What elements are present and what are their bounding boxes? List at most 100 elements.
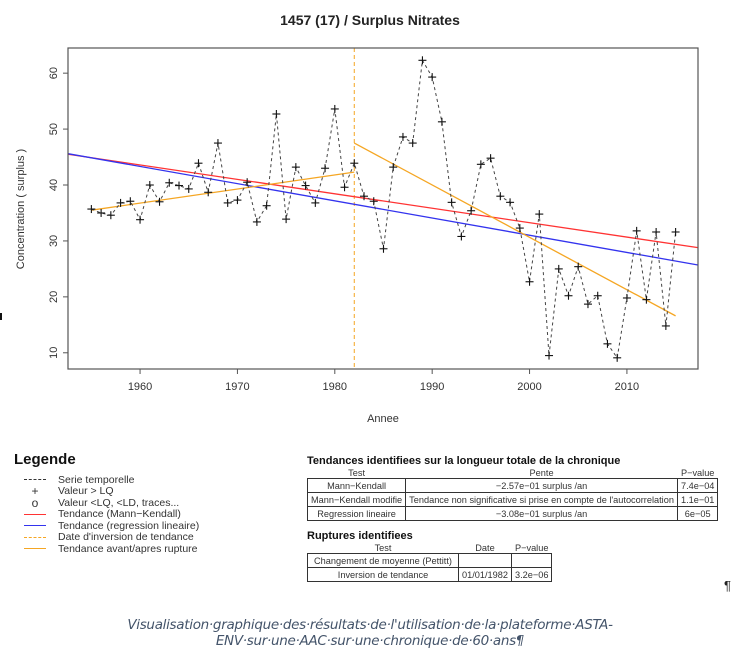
table-cell: −3.08e−01 surplus /an [405, 506, 678, 521]
legend-label: Tendance (regression lineaire) [58, 519, 200, 532]
y-tick-label: 50 [48, 123, 60, 135]
data-point [496, 192, 505, 201]
data-point [252, 217, 261, 226]
ruptures-block: Ruptures identifiees Test Date P−value C… [307, 530, 553, 582]
data-point [321, 164, 330, 173]
y-tick-label: 60 [48, 67, 60, 79]
data-point [87, 205, 96, 214]
table-row: Changement de moyenne (Pettitt) [307, 553, 553, 568]
data-point [535, 210, 544, 219]
table-cell: 3.2e−06 [510, 567, 553, 582]
data-point [194, 159, 203, 168]
legend-line-icon [22, 509, 48, 520]
table-row: Mann−Kendall −2.57e−01 surplus /an 7.4e−… [306, 478, 719, 493]
legend-item: o Valeur <LQ, <LD, traces... [14, 495, 199, 510]
data-point [476, 160, 485, 169]
legend-label: Valeur <LQ, <LD, traces... [58, 496, 180, 509]
data-point [554, 264, 563, 273]
ruptures-table-title: Ruptures identifiees [307, 530, 413, 542]
ruptures-table: Test Date P−value Changement de moyenne … [307, 542, 553, 582]
data-point [213, 139, 222, 148]
data-point [116, 198, 125, 207]
data-point [652, 227, 661, 236]
data-point [632, 226, 641, 235]
data-point [583, 300, 592, 309]
data-point [671, 227, 680, 236]
data-point [603, 339, 612, 348]
data-point [398, 132, 407, 141]
table-cell: 7.4e−04 [676, 478, 719, 493]
y-tick-label: 10 [48, 347, 60, 359]
data-point [155, 197, 164, 206]
legend-dash-icon [22, 532, 48, 543]
data-point [408, 139, 417, 148]
data-point [243, 178, 252, 187]
data-point [457, 232, 466, 241]
plus-marker-icon: + [31, 484, 39, 499]
data-point [233, 196, 242, 205]
data-point [291, 163, 300, 172]
table-cell: 6e−05 [676, 506, 719, 521]
legend-label: Serie temporelle [58, 473, 135, 486]
ruptures-header-date: Date [475, 542, 495, 553]
data-point [330, 104, 339, 113]
table-row: Regression lineaire −3.08e−01 surplus /a… [306, 506, 719, 521]
data-point [574, 262, 583, 271]
paragraph-mark: ¶ [724, 578, 731, 593]
table-cell: Mann−Kendall modifie [306, 492, 407, 507]
data-point [661, 321, 670, 330]
data-point [262, 201, 271, 210]
data-point [360, 192, 369, 201]
data-point [97, 208, 106, 217]
data-point [272, 109, 281, 118]
trend-before-rupture-line [91, 171, 355, 211]
legend-dash-icon [22, 474, 48, 485]
data-point [145, 181, 154, 190]
table-cell: 1.1e−01 [676, 492, 719, 507]
legend-item: Tendance (regression lineaire) [14, 520, 199, 532]
legend-title: Legende [14, 451, 76, 468]
data-point [437, 117, 446, 126]
ruptures-header-test: Test [374, 542, 392, 553]
x-tick-label: 1980 [323, 381, 347, 393]
data-point [506, 198, 515, 207]
trends-table: Test Pente P−value Mann−Kendall −2.57e−0… [306, 467, 719, 521]
trend-after-rupture-line [353, 142, 676, 317]
table-cell [458, 553, 512, 568]
page-edge-mark [0, 313, 2, 320]
data-point [106, 211, 115, 220]
trends-header-test: Test [348, 467, 366, 478]
y-axis-label: Concentration ( surplus ) [15, 149, 27, 269]
data-point [515, 224, 524, 233]
trends-block: Tendances identifiees sur la longueur to… [306, 455, 719, 521]
data-point [418, 56, 427, 65]
legend-item: Tendance (Mann−Kendall) [14, 508, 199, 521]
plot-frame [67, 47, 699, 370]
data-point [184, 184, 193, 193]
legend-label: Tendance (Mann−Kendall) [58, 508, 181, 521]
trends-table-title: Tendances identifiees sur la longueur to… [307, 455, 621, 467]
circle-marker-icon: o [31, 495, 39, 510]
legend-line-icon [22, 520, 48, 531]
table-cell: Regression lineaire [306, 506, 407, 521]
table-row: Inversion de tendance 01/01/1982 3.2e−06 [307, 567, 553, 582]
data-point [350, 159, 359, 168]
y-tick-label: 40 [48, 179, 60, 191]
table-cell: 01/01/1982 [458, 567, 512, 582]
data-point [613, 353, 622, 362]
trends-header-pente: Pente [529, 467, 554, 478]
data-point [389, 163, 398, 172]
x-tick-label: 1960 [128, 381, 152, 393]
data-point [136, 215, 145, 224]
data-point [486, 154, 495, 163]
table-cell: Inversion de tendance [307, 567, 459, 582]
legend-item: Tendance avant/apres rupture [14, 543, 199, 555]
data-point [564, 291, 573, 300]
data-point [525, 277, 534, 286]
data-point [593, 291, 602, 300]
legend: Legende Serie temporelle + Valeur > LQ o Val… [14, 451, 199, 555]
legend-line-icon [22, 543, 48, 554]
legend-item: + Valeur > LQ [14, 484, 199, 499]
chart: 1457 (17) / Surplus Nitrates 1960 1970 198… [15, 12, 699, 425]
regression-trend-line [67, 153, 699, 266]
